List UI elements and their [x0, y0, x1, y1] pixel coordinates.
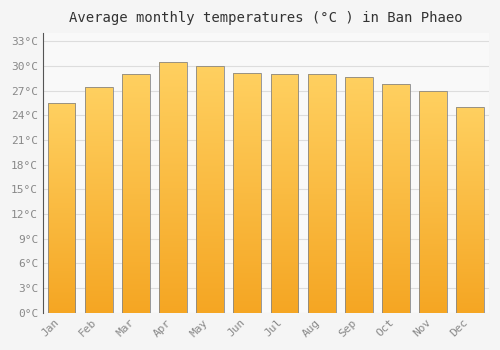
Bar [159, 62, 187, 313]
Bar [456, 107, 484, 313]
Bar [308, 74, 336, 313]
Bar [382, 84, 410, 313]
Bar [270, 74, 298, 313]
Title: Average monthly temperatures (°C ) in Ban Phaeo: Average monthly temperatures (°C ) in Ba… [69, 11, 462, 25]
Bar [419, 91, 447, 313]
Bar [234, 73, 262, 313]
Bar [196, 66, 224, 313]
Bar [345, 77, 373, 313]
Bar [48, 103, 76, 313]
Bar [122, 74, 150, 313]
Bar [85, 87, 112, 313]
